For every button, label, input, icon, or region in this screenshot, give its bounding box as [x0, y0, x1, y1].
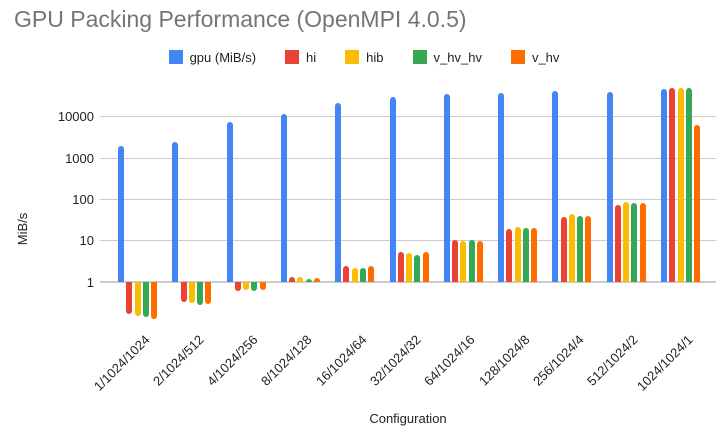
- bar-v-hv-hv[interactable]: [197, 282, 204, 305]
- legend-item-gpu-mib-s: gpu (MiB/s): [168, 49, 257, 65]
- legend-swatch-icon: [285, 50, 300, 64]
- bar-hi[interactable]: [234, 282, 241, 291]
- bar-v-hv[interactable]: [476, 240, 483, 282]
- legend-label: hi: [306, 49, 317, 65]
- bar-gpu-mib-s[interactable]: [172, 142, 179, 282]
- bar-hib[interactable]: [134, 282, 141, 317]
- bar-hi[interactable]: [343, 266, 350, 282]
- x-category-label: 64/1024/16: [421, 332, 478, 389]
- bar-v-hv-hv[interactable]: [631, 203, 638, 282]
- bar-gpu-mib-s[interactable]: [118, 145, 124, 282]
- bar-v-hv[interactable]: [259, 282, 266, 290]
- legend-label: gpu (MiB/s): [189, 49, 257, 65]
- y-tick-label: 1000: [65, 150, 94, 166]
- x-category-label: 256/1024/4: [529, 332, 587, 389]
- bar-gpu-mib-s[interactable]: [389, 97, 396, 282]
- legend-swatch-icon: [345, 50, 360, 64]
- bar-v-hv[interactable]: [531, 228, 538, 282]
- bar-hib[interactable]: [351, 267, 358, 282]
- bar-v-hv[interactable]: [313, 277, 320, 282]
- baseline-gridline: [100, 281, 716, 283]
- x-category-label: 1/1024/1024: [90, 332, 153, 394]
- bar-hi[interactable]: [506, 229, 513, 282]
- bar-hi[interactable]: [669, 87, 676, 282]
- bar-hib[interactable]: [568, 214, 575, 282]
- bar-v-hv[interactable]: [151, 282, 157, 319]
- gridline: [100, 240, 716, 242]
- bar-gpu-mib-s[interactable]: [280, 114, 287, 282]
- bar-hib[interactable]: [406, 253, 412, 282]
- bar-v-hv[interactable]: [422, 252, 429, 282]
- legend-swatch-icon: [510, 50, 525, 64]
- x-category-label: 8/1024/128: [258, 332, 315, 389]
- legend-label: v_hv: [531, 49, 560, 65]
- bar-hi[interactable]: [126, 282, 133, 314]
- bar-hib[interactable]: [677, 88, 684, 282]
- bar-gpu-mib-s[interactable]: [335, 103, 342, 282]
- bar-hib[interactable]: [243, 282, 250, 290]
- bar-hi[interactable]: [180, 282, 187, 303]
- x-category-label: 2/1024/512: [149, 332, 207, 389]
- bar-hi[interactable]: [560, 217, 567, 282]
- x-category-label: 128/1024/8: [475, 332, 533, 389]
- bar-v-hv[interactable]: [585, 215, 592, 282]
- legend-item-v-hv: v_hv: [510, 49, 560, 65]
- legend-label: hib: [366, 49, 384, 65]
- bar-v-hv-hv[interactable]: [685, 87, 692, 282]
- legend-label: v_hv_hv: [433, 49, 482, 65]
- bar-v-hv-hv[interactable]: [305, 278, 312, 282]
- bar-gpu-mib-s[interactable]: [226, 121, 233, 282]
- bar-v-hv-hv[interactable]: [468, 240, 475, 282]
- chart-title: GPU Packing Performance (OpenMPI 4.0.5): [14, 6, 467, 32]
- x-category-label: 32/1024/32: [366, 332, 424, 389]
- bar-gpu-mib-s[interactable]: [443, 93, 450, 282]
- gridline: [100, 157, 716, 159]
- legend-swatch-icon: [168, 50, 183, 64]
- y-tick-label: 1: [86, 274, 94, 290]
- bar-v-hv[interactable]: [694, 125, 700, 282]
- bar-hi[interactable]: [397, 252, 404, 282]
- bar-v-hv[interactable]: [368, 266, 375, 282]
- bar-hi[interactable]: [452, 240, 459, 282]
- y-tick-label: 10000: [57, 109, 94, 125]
- bar-v-hv-hv[interactable]: [414, 254, 421, 282]
- bar-hib[interactable]: [188, 282, 195, 303]
- x-category-label: 512/1024/2: [584, 332, 641, 389]
- legend: gpu (MiB/s) hi hib v_hv_hv v_hv: [0, 48, 728, 66]
- y-tick-label: 10: [79, 233, 94, 249]
- bar-gpu-mib-s[interactable]: [661, 89, 667, 282]
- bar-hib[interactable]: [460, 241, 467, 282]
- bar-v-hv-hv[interactable]: [142, 282, 149, 318]
- legend-item-hib: hib: [345, 49, 384, 65]
- y-tick-label: 100: [72, 191, 94, 207]
- bar-gpu-mib-s[interactable]: [498, 92, 505, 282]
- bar-v-hv-hv[interactable]: [522, 228, 529, 282]
- bar-hi[interactable]: [289, 277, 296, 282]
- gridline: [100, 198, 716, 200]
- legend-swatch-icon: [412, 50, 427, 64]
- x-category-label: 16/1024/64: [312, 332, 370, 389]
- bar-hib[interactable]: [297, 276, 304, 282]
- bar-gpu-mib-s[interactable]: [606, 91, 613, 282]
- bar-v-hv-hv[interactable]: [577, 215, 584, 282]
- legend-item-hi: hi: [285, 50, 316, 65]
- bar-hib[interactable]: [514, 227, 521, 282]
- bar-v-hv[interactable]: [205, 282, 212, 304]
- bar-v-hv-hv[interactable]: [251, 282, 258, 292]
- bar-gpu-mib-s[interactable]: [552, 91, 559, 282]
- x-axis-title: Configuration: [369, 411, 447, 426]
- gridline: [100, 116, 716, 118]
- bar-v-hv-hv[interactable]: [359, 267, 366, 282]
- bar-hi[interactable]: [614, 204, 621, 282]
- x-category-label: 1024/1024/1: [633, 332, 696, 394]
- bar-hib[interactable]: [623, 201, 630, 282]
- x-category-label: 4/1024/256: [204, 332, 261, 389]
- legend-item-v-hv-hv: v_hv_hv: [412, 49, 482, 65]
- bar-v-hv[interactable]: [639, 202, 646, 282]
